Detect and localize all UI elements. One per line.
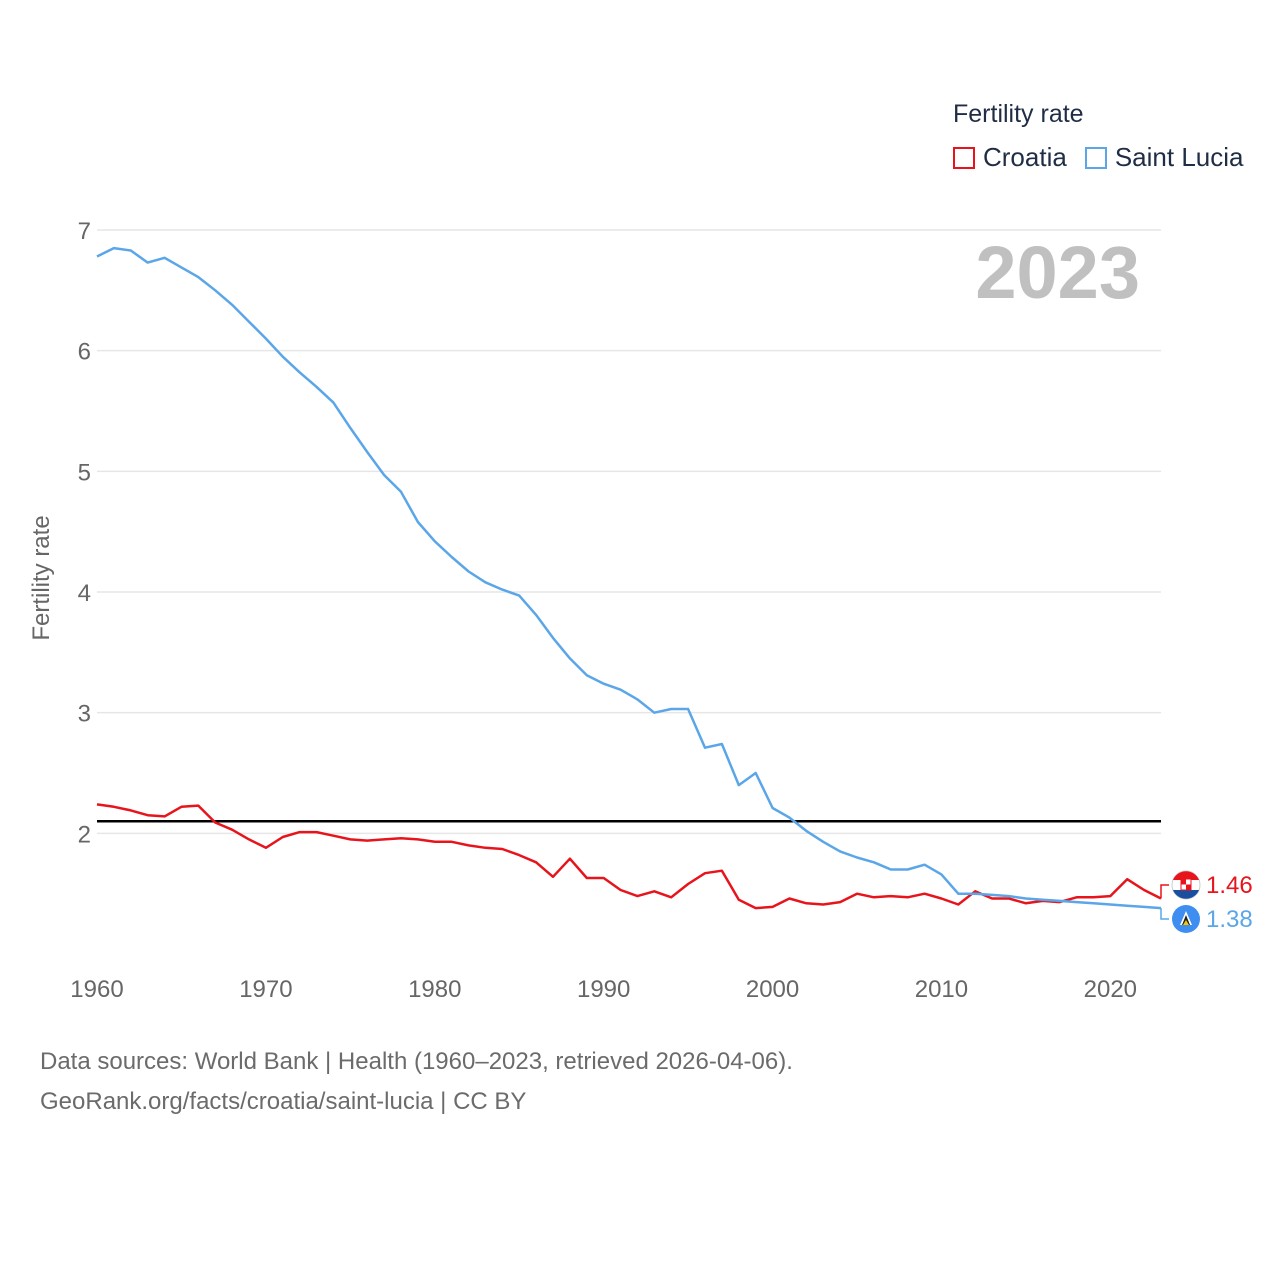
y-tick-6: 6 bbox=[78, 339, 91, 366]
flag-icon-croatia bbox=[1171, 870, 1201, 900]
y-tick-labels: 2 3 4 5 6 7 bbox=[78, 218, 91, 848]
series-lines bbox=[96, 246, 1162, 910]
footer-link[interactable]: GeoRank.org/facts/croatia/saint-lucia | … bbox=[40, 1088, 527, 1115]
flag-icon-saint-lucia bbox=[1172, 905, 1200, 933]
legend-title: Fertility rate bbox=[953, 100, 1084, 128]
x-tick-labels: 1960 1970 1980 1990 2000 2010 2020 bbox=[70, 976, 1137, 1003]
x-tick-1990: 1990 bbox=[577, 976, 630, 1003]
end-value-saint-lucia: 1.38 bbox=[1206, 906, 1253, 933]
y-tick-3: 3 bbox=[78, 701, 91, 728]
legend: Croatia Saint Lucia bbox=[953, 142, 1261, 173]
legend-label-croatia: Croatia bbox=[983, 142, 1067, 172]
end-connector-croatia bbox=[1160, 884, 1169, 899]
legend-label-saint-lucia: Saint Lucia bbox=[1114, 142, 1244, 172]
footer: Data sources: World Bank | Health (1960–… bbox=[40, 1042, 793, 1122]
x-tick-2020: 2020 bbox=[1084, 976, 1137, 1003]
y-tick-2: 2 bbox=[78, 821, 91, 848]
legend-swatch-saint-lucia bbox=[1084, 146, 1107, 169]
x-tick-1980: 1980 bbox=[408, 976, 461, 1003]
y-tick-7: 7 bbox=[78, 218, 91, 245]
x-tick-2000: 2000 bbox=[746, 976, 799, 1003]
legend-swatch-croatia bbox=[953, 146, 975, 169]
footer-sources: Data sources: World Bank | Health (1960–… bbox=[40, 1048, 793, 1075]
grid-lines bbox=[97, 229, 1161, 835]
legend-item-croatia[interactable]: Croatia bbox=[953, 142, 1067, 173]
end-value-croatia: 1.46 bbox=[1206, 872, 1253, 899]
legend-item-saint-lucia[interactable]: Saint Lucia bbox=[1084, 142, 1244, 173]
end-connector-saint-lucia bbox=[1160, 908, 1169, 920]
x-tick-1960: 1960 bbox=[70, 976, 123, 1003]
x-tick-2010: 2010 bbox=[915, 976, 968, 1003]
y-tick-5: 5 bbox=[78, 459, 91, 486]
y-axis-label: Fertility rate bbox=[28, 515, 55, 641]
x-tick-1970: 1970 bbox=[239, 976, 292, 1003]
series-line-saint-lucia[interactable] bbox=[96, 246, 1162, 910]
year-watermark: 2023 bbox=[975, 231, 1140, 314]
y-tick-4: 4 bbox=[78, 580, 91, 607]
series-line-croatia[interactable] bbox=[96, 803, 1162, 910]
end-labels: 1.46 1.38 bbox=[1160, 870, 1253, 933]
